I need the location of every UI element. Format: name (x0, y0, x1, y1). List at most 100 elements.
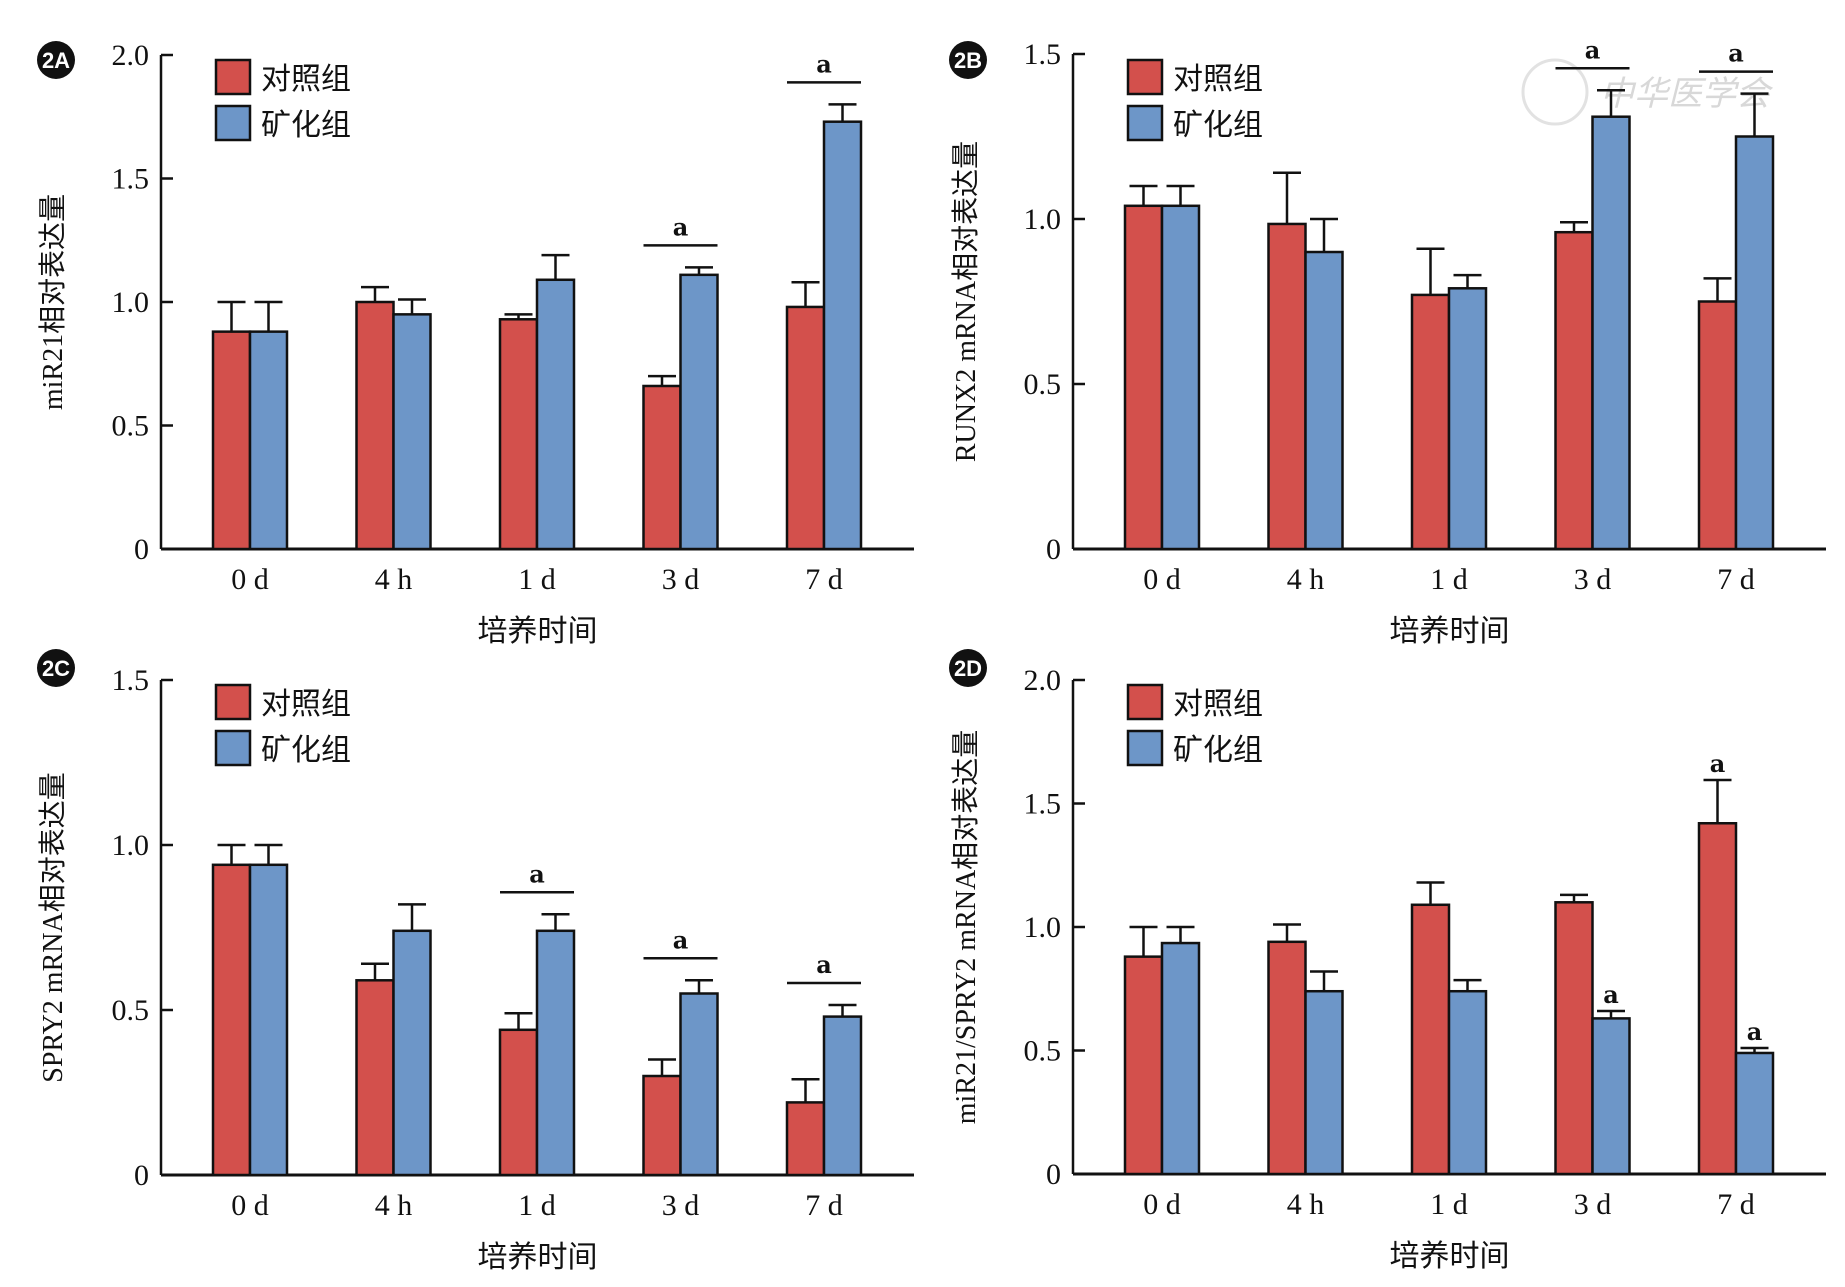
y-tick-label: 1.5 (112, 163, 150, 196)
significance-label: a (816, 950, 832, 979)
bar-mineralized (1304, 250, 1344, 551)
x-tick-label: 0 d (1143, 1188, 1181, 1221)
bar-control (498, 1028, 539, 1177)
legend-swatch (214, 58, 252, 96)
x-tick-label: 0 d (1143, 563, 1181, 596)
bar-mineralized (392, 929, 432, 1177)
bar-mineralized (535, 278, 576, 551)
x-tick-label: 7 d (805, 563, 843, 596)
bar-mineralized (679, 273, 719, 551)
legend-swatch (214, 729, 252, 767)
y-tick-label: 1.0 (112, 286, 150, 319)
x-tick-label: 0 d (231, 563, 269, 596)
y-tick-label: 1.5 (1024, 38, 1062, 71)
bar-control (1697, 822, 1738, 1176)
y-axis-label: RUNX2 mRNA相对表达量 (950, 141, 982, 462)
bar-mineralized (1447, 989, 1488, 1176)
significance-label: a (529, 859, 545, 888)
bar-control (1697, 300, 1738, 551)
watermark: 中华医学会 (1521, 58, 1774, 126)
y-axis-label: miR21/SPRY2 mRNA相对表达量 (950, 730, 982, 1124)
x-tick-label: 3 d (662, 563, 700, 596)
y-tick-label: 2.0 (112, 39, 150, 72)
legend-swatch (1126, 683, 1164, 721)
panel-badge-icon (37, 41, 75, 79)
panel-badge-label: 2C (42, 656, 70, 681)
y-tick-label: 0.5 (112, 410, 150, 443)
bar-control (1267, 940, 1307, 1176)
significance-label: a (1747, 1017, 1763, 1046)
bar-mineralized (535, 929, 576, 1177)
x-tick-label: 4 h (1287, 1188, 1325, 1221)
significance-label: a (673, 925, 689, 954)
x-tick-label: 1 d (518, 563, 556, 596)
legend-swatch (214, 683, 252, 721)
significance-label: a (1585, 35, 1601, 64)
bar-mineralized (822, 120, 863, 551)
bar-control (355, 300, 395, 551)
panel-badge-icon (949, 649, 987, 687)
bar-control (211, 863, 252, 1177)
bar-mineralized (822, 1015, 863, 1177)
x-tick-label: 4 h (1287, 563, 1325, 596)
bar-mineralized (392, 313, 432, 551)
y-tick-label: 1.5 (112, 664, 150, 697)
legend-label: 对照组 (1173, 687, 1263, 722)
legend-swatch (1126, 729, 1164, 767)
x-tick-label: 0 d (231, 1189, 269, 1222)
x-axis-label: 培养时间 (1390, 1239, 1510, 1274)
x-tick-label: 1 d (518, 1189, 556, 1222)
x-tick-label: 1 d (1430, 563, 1468, 596)
y-tick-label: 0 (1046, 1158, 1061, 1191)
y-tick-label: 2.0 (1024, 664, 1062, 697)
bar-control (1410, 903, 1451, 1176)
x-tick-label: 3 d (1574, 1188, 1612, 1221)
y-axis-label: miR21相对表达量 (37, 194, 69, 410)
legend-swatch (1126, 104, 1164, 142)
bar-mineralized (1447, 287, 1488, 551)
significance-label: a (1710, 749, 1726, 778)
legend-label: 对照组 (261, 62, 351, 97)
x-tick-label: 3 d (1574, 563, 1612, 596)
x-tick-label: 4 h (375, 563, 413, 596)
bar-mineralized (1591, 1017, 1631, 1176)
y-tick-label: 1.0 (112, 829, 150, 862)
significance-label: a (816, 49, 832, 78)
x-axis-label: 培养时间 (478, 614, 598, 649)
y-tick-label: 0 (134, 533, 149, 566)
bar-mineralized (1160, 204, 1201, 551)
bar-control (1554, 901, 1594, 1176)
legend-label: 矿化组 (1173, 108, 1263, 143)
bar-mineralized (1734, 135, 1775, 551)
legend-swatch (214, 104, 252, 142)
panel-badge-icon (37, 649, 75, 687)
y-tick-label: 0 (1046, 533, 1061, 566)
x-tick-label: 7 d (1717, 1188, 1755, 1221)
bar-control (1123, 204, 1164, 551)
x-axis-label: 培养时间 (1390, 614, 1510, 649)
panel-2d: 2D 0 0.5 1.0 1.5 2.0 miR21/SPRY2 mRNA相对表达量 0 d 4… (949, 649, 1826, 1274)
panel-2c: 2C 0 0.5 1.0 1.5 SPRY2 mRNA相对表达量 0 d 4 h 1 d 3 d 7… (37, 649, 914, 1275)
x-tick-label: 7 d (805, 1189, 843, 1222)
watermark-seal-icon (1521, 58, 1589, 126)
bar-control (785, 305, 826, 551)
y-tick-label: 0 (134, 1159, 149, 1192)
bar-mineralized (1734, 1051, 1775, 1176)
x-tick-label: 7 d (1717, 563, 1755, 596)
bar-control (785, 1101, 826, 1177)
bar-mineralized (248, 863, 289, 1177)
x-tick-label: 4 h (375, 1189, 413, 1222)
y-tick-label: 1.0 (1024, 203, 1062, 236)
legend-swatch (1126, 58, 1164, 96)
legend-label: 矿化组 (261, 108, 351, 143)
bar-control (498, 318, 539, 551)
bar-control (642, 384, 682, 551)
y-tick-label: 0.5 (1024, 368, 1062, 401)
panel-2b: 2B 0 0.5 1.0 1.5 RUNX2 mRNA相对表达量 0 d 4 h 1 d 3 d 7… (949, 35, 1826, 649)
x-tick-label: 1 d (1430, 1188, 1468, 1221)
bar-control (355, 979, 395, 1177)
x-tick-label: 3 d (662, 1189, 700, 1222)
significance-label: a (673, 212, 689, 241)
bar-control (1123, 955, 1164, 1176)
